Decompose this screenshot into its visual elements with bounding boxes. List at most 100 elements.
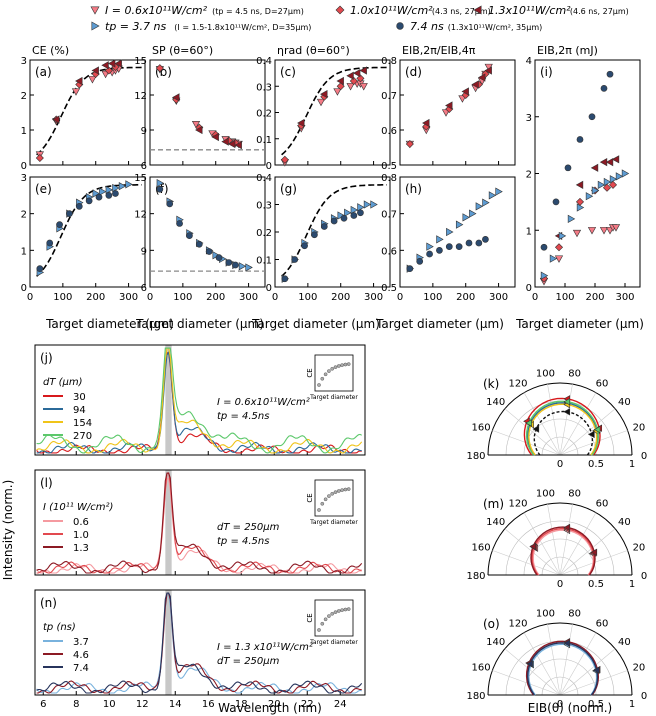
point-i-3-5 [585,192,594,201]
legend-name-n-1: 4.6 [73,650,89,661]
xtick-label-g-1: 100 [298,292,317,303]
polar-angle-m-6: 120 [508,498,527,509]
xtick-label-h-1: 100 [423,292,442,303]
polar-angle-o-0: 0 [641,691,647,702]
frame-j [34,344,366,456]
inset-point-n-2 [323,617,328,622]
polar-rtick-k-0: 0 [557,459,563,470]
ytick-label-c-3: 0.3 [256,82,272,93]
polar-spoke-k-4 [559,384,573,456]
col-title-c: ηrad (θ=60°) [277,44,350,57]
inset-point-l-2 [323,497,328,502]
spectrum-line-l-1 [36,472,362,574]
point-i-4-2 [564,164,572,172]
polar-angle-m-8: 160 [472,542,491,553]
polar-marker-k-3-1 [563,398,571,406]
spectra-panels: (j) dT (µm) 30 94 154 270 I = 0.6x10¹¹W/cm² tp … [34,344,366,710]
ytick-label-c-0: 0 [266,161,272,172]
polar-marker-o-2-1 [563,639,571,647]
ytick-label-g-4: 0.4 [256,173,272,184]
polar-marker-o-2-2 [526,660,533,668]
point-c-2-2 [336,76,344,86]
point-e-0-9 [112,183,120,193]
legend-marker-0 [90,6,100,15]
panel-label-n: (n) [40,596,57,610]
point-d-2-1 [445,101,453,110]
polar-rtick-m-0: 0 [557,579,563,590]
ytick-label-a-1: 1 [21,126,27,137]
inset-point-j-3 [327,369,331,373]
inset-point-l-7 [340,488,344,492]
xtick-label-n-1: 8 [73,699,79,710]
point-i-1-4 [602,183,612,192]
ytick-label-d-3: 0.8 [381,56,397,67]
polar-spoke-m-8 [492,550,561,576]
point-f-1-2 [176,220,183,227]
inset-ylabel-j: CE [306,368,314,377]
top-xlabel-1: Target diameter (µm) [45,317,174,331]
inset-point-l-5 [333,490,338,494]
panel-label-k: (k) [483,377,499,391]
inset-frame-j [314,354,354,392]
point-h-0-2 [426,242,434,251]
panel-frame-b [149,59,266,166]
ytick-label-b-2: 12 [134,91,147,102]
point-i-2-5 [611,155,620,164]
xtick-label-n-0: 6 [40,699,46,710]
xtick-label-e-1: 100 [53,292,72,303]
point-i-3-0 [540,271,549,280]
polar-angle-k-1: 20 [633,422,646,433]
point-g-1-4 [320,223,328,230]
polar-rtick-k-1: 0.5 [588,459,604,470]
point-g-1-0 [281,275,289,283]
point-i-2-1 [575,180,584,189]
xtick-label-n-6: 18 [235,699,248,710]
polar-angle-k-0: 0 [641,451,647,462]
point-b-2-3 [221,137,229,146]
inset-point-j-6 [336,364,341,368]
polar-marker-m-2-1 [563,523,571,532]
xtick-label-i-2: 200 [585,292,604,303]
ytick-label-d-0: 0.5 [381,161,397,172]
point-a-1-4 [104,66,113,75]
polar-angle-m-1: 20 [633,542,646,553]
point-h-1-6 [465,239,473,247]
point-e-1-2 [56,221,63,229]
polar-angle-m-5: 100 [536,488,555,499]
point-i-3-3 [567,214,576,224]
xtick-label-f-1: 100 [173,292,192,303]
legend-sub-3: (I = 1.5-1.8x10¹¹W/cm², D=35µm) [174,23,311,32]
annotation-n-0: I = 1.3 x10¹¹W/cm² [217,642,313,653]
point-i-4-6 [606,70,614,78]
fit-curve-c [281,66,387,156]
ytick-label-h-1: 0.6 [381,246,397,257]
point-i-3-7 [597,180,606,189]
legend-title-l: I (10¹¹ W/cm²) [43,502,113,513]
point-e-1-1 [46,239,54,247]
ytick-label-c-4: 0.4 [256,56,272,67]
ytick-label-a-3: 3 [21,56,27,67]
polar-spoke-o-4 [559,624,573,696]
panel-label-d: (d) [405,65,422,79]
panel-frame-h [399,176,516,288]
point-h-1-7 [475,239,483,247]
point-a-2-3 [101,61,109,70]
ytick-label-i-2: 2 [526,170,532,181]
panel-label-o: (o) [483,617,500,631]
panel-d: 0.5 0.6 0.7 0.8 (d) EIB,2π/EIB,4π [381,44,516,172]
point-f-1-3 [186,232,193,240]
point-d-2-0 [422,118,430,128]
spectrum-l: (l) I (10¹¹ W/cm²) 0.6 1.0 1.3 dT = 250µm tp =… [34,469,366,576]
inset-point-j-9 [346,362,351,366]
point-b-2-2 [211,132,219,142]
point-g-1-5 [330,217,338,225]
point-h-0-10 [488,191,497,200]
annotation-j-1: tp = 4.5ns [217,411,269,422]
polar-angle-m-0: 0 [641,571,647,582]
polar-angle-m-9: 180 [466,571,485,582]
inset-point-l-3 [327,494,331,498]
